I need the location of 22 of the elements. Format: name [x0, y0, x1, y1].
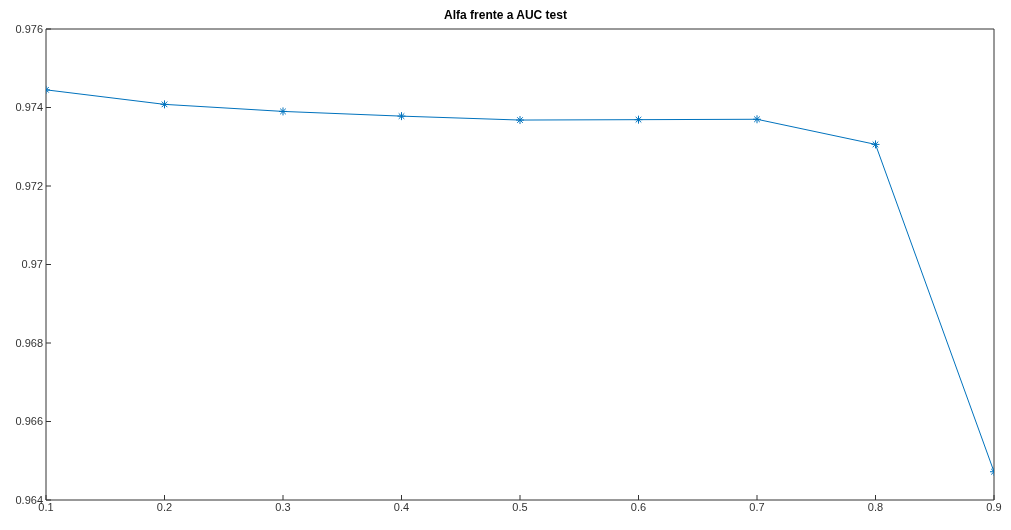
x-tick-label: 0.5	[512, 500, 528, 513]
point	[634, 115, 643, 125]
y-tick-label: 0.97	[21, 258, 43, 271]
y-tick-label: 0.968	[15, 336, 43, 349]
y-tick-label: 0.972	[15, 179, 43, 192]
point	[278, 106, 288, 116]
chart-title: Alfa frente a AUC test	[443, 8, 568, 22]
y-tick-label: 0.976	[15, 22, 43, 35]
x-tick-label: 0.4	[393, 500, 410, 513]
point	[160, 99, 169, 109]
x-tick-label: 0.7	[749, 500, 765, 513]
x-tick-label: 0.3	[275, 500, 291, 513]
point	[752, 114, 762, 124]
x-tick-label: 0.6	[630, 500, 647, 513]
x-tick-label: 0.8	[867, 500, 884, 513]
point	[871, 139, 880, 149]
point	[397, 111, 406, 121]
x-tick-label: 0.9	[986, 500, 1002, 513]
point	[515, 115, 525, 125]
y-tick-label: 0.974	[15, 101, 43, 114]
y-tick-label: 0.966	[15, 415, 43, 428]
x-tick-label: 0.2	[156, 500, 173, 513]
